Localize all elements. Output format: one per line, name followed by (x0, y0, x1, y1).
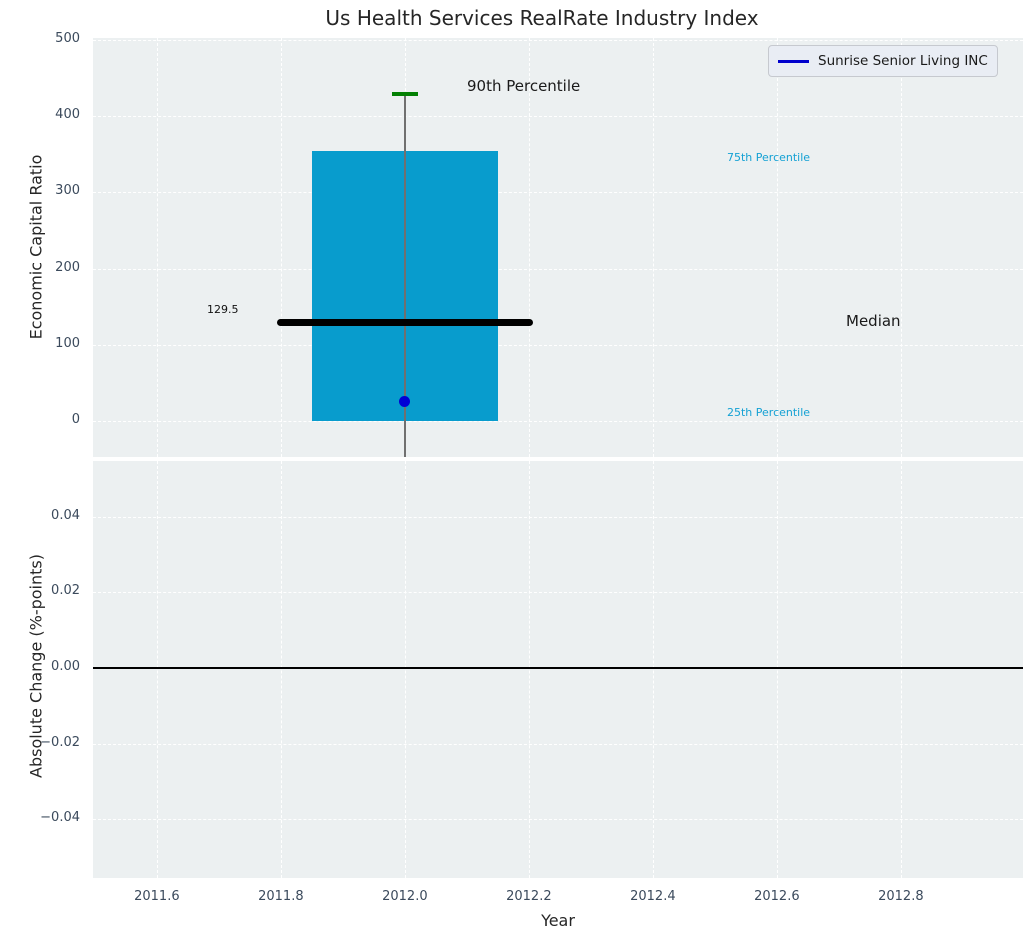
x-tick-label: 2012.2 (506, 889, 552, 904)
legend: Sunrise Senior Living INC (768, 45, 998, 77)
whisker-line (403, 94, 406, 457)
company-marker-dot (399, 396, 411, 408)
top-y-tick-label: 300 (55, 183, 80, 199)
x-gridline (528, 461, 530, 878)
top-y-tick-label: 200 (55, 259, 80, 275)
x-gridline (900, 38, 902, 457)
chart-title: Us Health Services RealRate Industry Ind… (325, 6, 759, 30)
x-tick-label: 2012.6 (754, 889, 800, 904)
x-gridline (280, 461, 282, 878)
legend-label: Sunrise Senior Living INC (818, 53, 988, 69)
x-gridline (652, 461, 654, 878)
75th-percentile-annotation: 75th Percentile (727, 151, 811, 164)
x-gridline (156, 461, 158, 878)
x-gridline (156, 38, 158, 457)
top-y-tick-label: 500 (55, 30, 80, 46)
y-gridline (93, 344, 1023, 346)
y-gridline (93, 268, 1023, 270)
bottom-y-tick-label: 0.00 (51, 658, 80, 674)
y-gridline (93, 592, 1023, 594)
x-tick-label: 2012.8 (878, 889, 924, 904)
median-annotation: Median (846, 312, 901, 330)
x-axis-label: Year (541, 911, 575, 930)
x-gridline (404, 461, 406, 878)
bottom-y-tick-label: 0.02 (51, 583, 80, 599)
x-gridline (776, 461, 778, 878)
bottom-y-tick-label: 0.04 (51, 507, 80, 523)
top-y-axis-label: Economic Capital Ratio (26, 154, 46, 340)
90th-percentile-cap (391, 92, 418, 96)
y-gridline (93, 819, 1023, 821)
top-y-tick-label: 400 (55, 107, 80, 123)
25th-percentile-annotation: 25th Percentile (727, 406, 811, 419)
top-y-tick-label: 100 (55, 335, 80, 351)
bottom-axes (93, 461, 1023, 878)
y-gridline (93, 516, 1023, 518)
90th-percentile-annotation: 90th Percentile (467, 77, 581, 95)
x-gridline (652, 38, 654, 457)
zero-reference-line (93, 666, 1023, 669)
y-gridline (93, 192, 1023, 194)
x-gridline (900, 461, 902, 878)
y-gridline (93, 743, 1023, 745)
x-gridline (776, 38, 778, 457)
x-gridline (528, 38, 530, 457)
x-tick-label: 2012.0 (382, 889, 428, 904)
y-gridline (93, 116, 1023, 118)
x-tick-label: 2011.6 (134, 889, 180, 904)
top-y-tick-label: 0 (71, 412, 80, 428)
x-tick-label: 2012.4 (630, 889, 676, 904)
bottom-y-tick-label: −0.02 (40, 734, 80, 750)
y-gridline (93, 421, 1023, 423)
median-value-label: 129.5 (207, 303, 239, 316)
legend-line-sample (778, 59, 809, 63)
top-axes: 90th Percentile 75th Percentile Median 2… (93, 38, 1023, 457)
bottom-y-tick-label: −0.04 (40, 810, 80, 826)
median-line (276, 318, 533, 326)
x-gridline (280, 38, 282, 457)
y-gridline (93, 39, 1023, 41)
x-tick-label: 2011.8 (258, 889, 304, 904)
